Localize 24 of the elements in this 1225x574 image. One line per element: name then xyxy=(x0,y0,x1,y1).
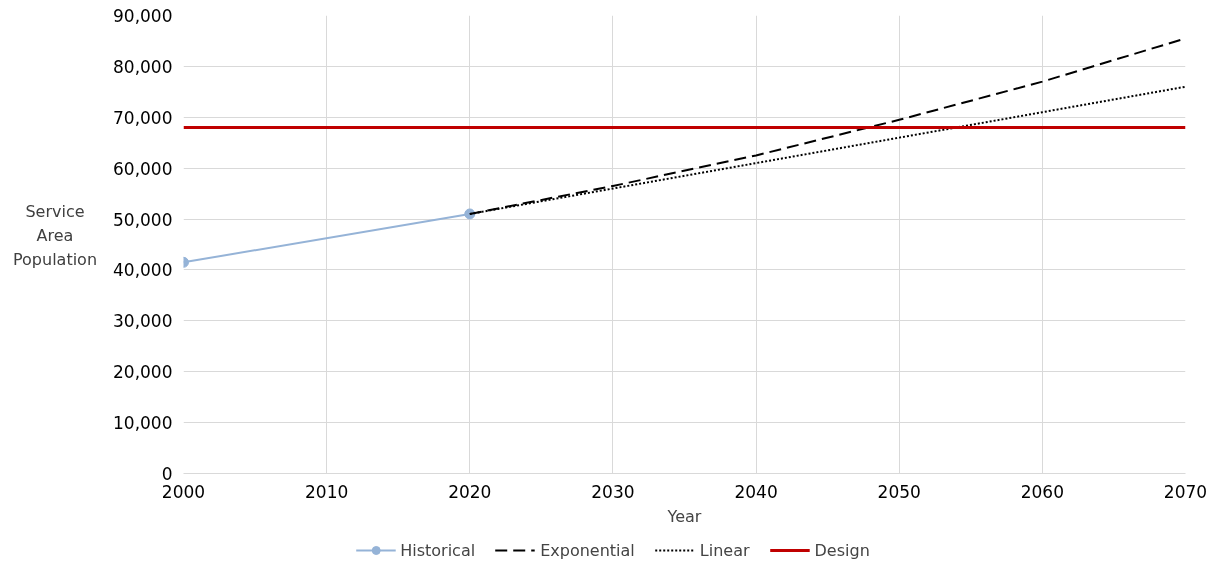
x-tick-label: 2030 xyxy=(591,481,635,502)
x-tick-label: 2060 xyxy=(1020,481,1064,502)
y-tick-label: 60,000 xyxy=(113,158,173,179)
x-axis-title: Year xyxy=(666,506,702,526)
legend-label: Exponential xyxy=(540,540,635,560)
y-tick-label: 20,000 xyxy=(113,362,173,383)
y-tick-label: 10,000 xyxy=(113,413,173,434)
x-tick-label: 2040 xyxy=(734,481,778,502)
y-tick-label: 90,000 xyxy=(113,6,173,26)
y-tick-label: 40,000 xyxy=(113,260,173,281)
x-tick-label: 2050 xyxy=(877,481,921,502)
legend-label: Design xyxy=(814,540,870,560)
y-tick-label: 80,000 xyxy=(113,56,173,77)
legend-label: Historical xyxy=(400,540,476,560)
x-tick-label: 2010 xyxy=(305,481,349,502)
y-tick-label: 30,000 xyxy=(113,311,173,332)
y-axis-title: Service Area Population xyxy=(12,201,98,271)
x-tick-label: 2070 xyxy=(1163,481,1208,502)
y-tick-label: 70,000 xyxy=(113,107,173,128)
y-tick-label: 0 xyxy=(161,464,173,484)
legend-label: Linear xyxy=(699,540,750,560)
x-tick-label: 2000 xyxy=(161,481,206,502)
x-tick-label: 2020 xyxy=(448,481,492,502)
y-tick-label: 50,000 xyxy=(113,209,173,230)
